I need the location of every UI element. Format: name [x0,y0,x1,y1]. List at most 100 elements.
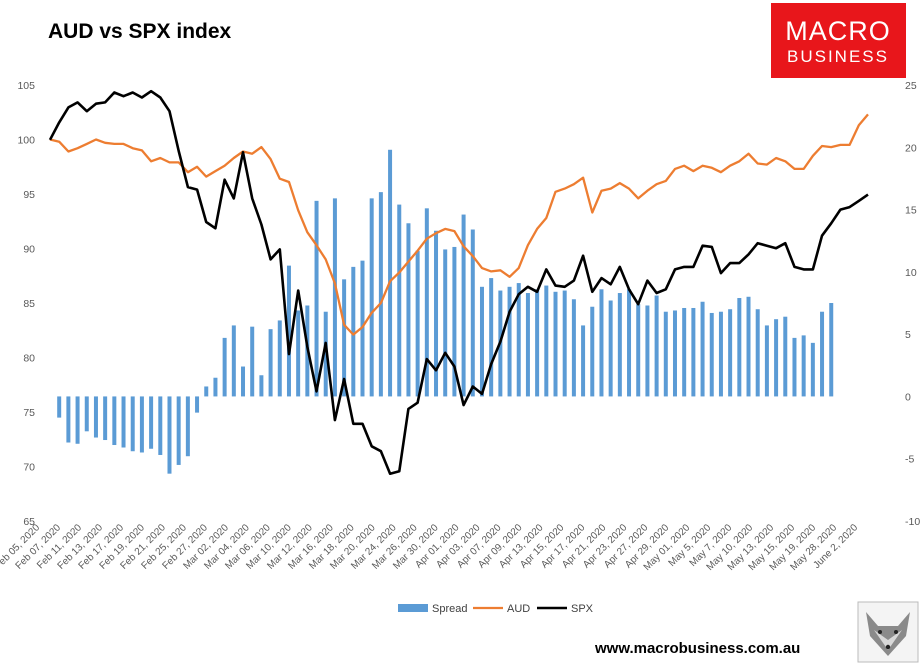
spread-bar [764,325,769,397]
spread-bar [737,298,742,397]
spread-bar [314,200,319,397]
legend-aud-label: AUD [507,603,530,615]
spread-bar [645,305,650,397]
spx-series-line [48,89,869,475]
spread-bar [470,229,475,397]
spread-bar [562,290,567,397]
spread-bar [452,246,457,397]
spread-bar [792,337,797,397]
left-axis-tick-label: 95 [23,189,35,201]
spread-bar [149,396,154,449]
spread-bar [415,250,420,397]
spread-bar [700,301,705,397]
left-axis-tick-label: 65 [23,516,35,528]
spread-bar [241,366,246,397]
spread-bar [820,311,825,397]
spread-bar [810,342,815,397]
legend-spx-label: SPX [571,603,594,615]
spread-bar [75,396,80,444]
spread-bar [516,283,521,397]
left-axis-tick-label: 85 [23,298,35,310]
spread-bar [636,304,641,397]
spread-bar [397,204,402,397]
spread-bar [57,396,62,418]
spread-bar [755,309,760,397]
spread-bar [286,265,291,397]
right-axis-tick-label: 0 [905,391,911,403]
right-axis-tick-label: -10 [905,516,920,528]
spread-bar [130,396,135,452]
right-axis-tick-label: 15 [905,205,917,217]
right-axis-tick-label: 10 [905,267,917,279]
spread-bar [608,300,613,397]
legend-spread-label: Spread [432,603,467,615]
logo-background [771,3,906,78]
spread-bar [590,306,595,397]
spread-bar [746,296,751,397]
left-axis: 105 100 95 90 85 80 75 70 65 [17,80,35,528]
spread-bar [489,278,494,397]
spread-bar [277,320,282,397]
aud-series-line [49,113,869,336]
spread-bar [360,260,365,397]
spread-bar [443,249,448,397]
left-axis-tick-label: 105 [17,80,35,92]
spread-bar [801,335,806,397]
spread-bar [461,214,466,397]
right-axis-tick-label: 20 [905,142,917,154]
spread-bar [424,208,429,397]
spread-bar [204,386,209,397]
spread-bar [672,310,677,397]
right-axis: 25 20 15 10 5 0 -5 -10 [905,80,920,528]
spread-bar [571,299,576,397]
legend: Spread AUD SPX [398,603,594,615]
spread-bar [617,293,622,397]
spread-bar [535,289,540,397]
spread-bar [84,396,89,432]
spread-bar [544,285,549,397]
spread-bar [222,337,227,397]
spread-bar [774,319,779,397]
spread-bar [599,289,604,397]
spread-bar [342,279,347,397]
left-axis-tick-label: 90 [23,244,35,256]
spread-bar [112,396,117,446]
spread-bar [709,312,714,397]
spread-bar [185,396,190,457]
spread-bar [627,289,632,397]
spread-bar [103,396,108,441]
spread-bar [581,325,586,397]
left-axis-tick-label: 70 [23,462,35,474]
spread-bar [718,311,723,397]
spread-bar [553,291,558,397]
spread-bar [250,326,255,397]
spread-bar [176,396,181,465]
spread-bar [378,192,383,397]
spread-bar [783,316,788,397]
spread-bar [167,396,172,474]
fox-emblem-icon [857,601,919,663]
spread-bar [479,286,484,397]
spread-bar [259,375,264,397]
spread-bar [406,223,411,397]
macro-business-logo: MACRO BUSINESS [771,3,906,78]
spread-bar [728,309,733,397]
logo-text-top: MACRO [785,16,891,46]
spread-bar [268,329,273,397]
left-axis-tick-label: 100 [17,135,35,147]
spread-bar [525,293,530,397]
logo-text-bottom: BUSINESS [787,47,889,66]
footer-url: www.macrobusiness.com.au [594,640,800,657]
spread-bar [296,310,301,397]
spread-bar [691,307,696,397]
spread-bar [139,396,144,453]
spread-bar [213,377,218,397]
spread-bar [682,307,687,397]
spread-bars [57,149,834,474]
spread-bar [654,295,659,397]
spread-bar [93,396,98,438]
right-axis-tick-label: -5 [905,454,914,466]
spread-bar [351,266,356,397]
spread-bar [332,198,337,397]
